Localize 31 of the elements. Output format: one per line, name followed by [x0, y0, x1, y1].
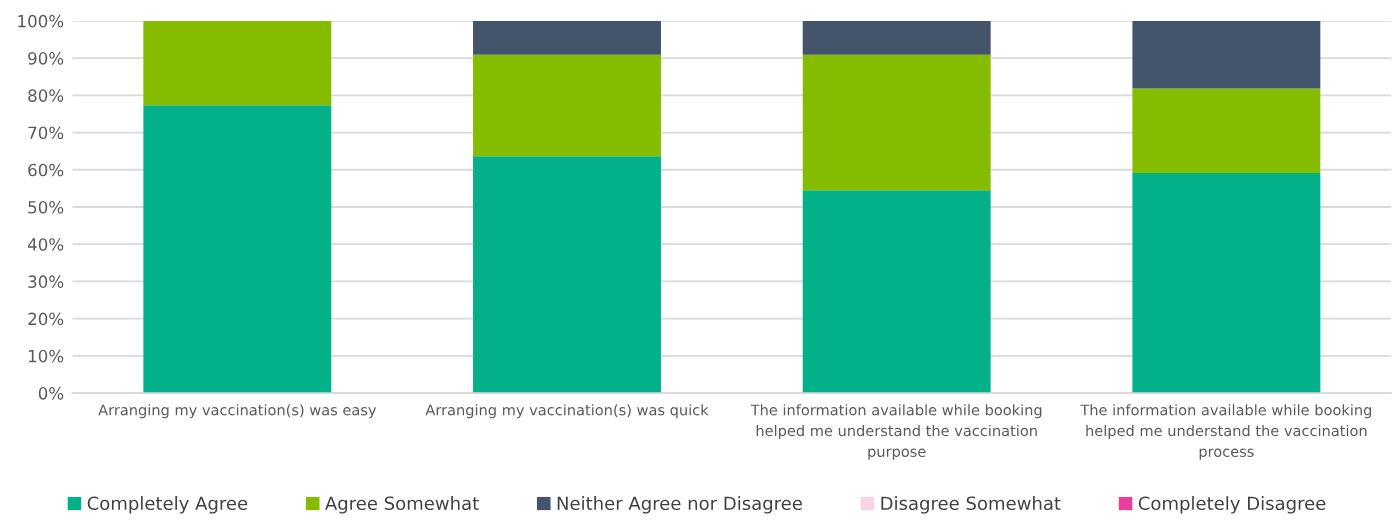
- bar: [802, 54, 991, 191]
- legend-label: Disagree Somewhat: [881, 496, 1061, 514]
- bar: [1132, 88, 1321, 174]
- legend-label: Neither Agree nor Disagree: [557, 496, 802, 514]
- y-tick-label: 70%: [28, 126, 64, 140]
- bar: [802, 190, 991, 394]
- legend-label: Completely Disagree: [1138, 496, 1326, 514]
- bar: [143, 105, 332, 394]
- x-tick-label: Arranging my vaccination(s) was easy: [98, 404, 377, 419]
- y-tick-label: 50%: [28, 200, 64, 214]
- bar: [1132, 20, 1321, 89]
- legend-label: Agree Somewhat: [325, 496, 479, 514]
- y-tick-label: 90%: [28, 52, 64, 65]
- y-tick-label: 10%: [28, 349, 64, 363]
- legend-label: Completely Agree: [87, 496, 248, 514]
- bar: [143, 20, 332, 106]
- bar: [473, 54, 661, 157]
- y-tick-label: 100%: [18, 14, 64, 28]
- bar: [473, 156, 661, 394]
- y-tick-label: 0%: [38, 387, 64, 400]
- bar: [1132, 173, 1321, 394]
- x-tick-label: Arranging my vaccination(s) was quick: [425, 404, 709, 419]
- y-tick-label: 80%: [28, 89, 64, 102]
- x-tick-label: The information available while booking helped me understand the vaccination purpose: [750, 404, 1042, 460]
- y-tick-label: 20%: [28, 312, 64, 326]
- y-tick-label: 60%: [28, 163, 64, 177]
- y-tick-label: 30%: [28, 275, 64, 288]
- x-tick-label: The information available while booking helped me understand the vaccination process: [1080, 404, 1372, 460]
- bar: [802, 20, 991, 55]
- y-tick-label: 40%: [27, 238, 64, 251]
- bar: [473, 20, 661, 55]
